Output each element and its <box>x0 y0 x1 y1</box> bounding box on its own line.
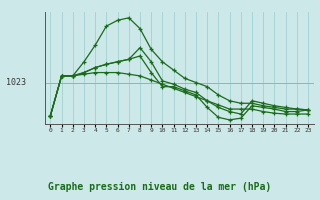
Text: 1023: 1023 <box>6 78 26 87</box>
Text: Graphe pression niveau de la mer (hPa): Graphe pression niveau de la mer (hPa) <box>48 182 272 192</box>
